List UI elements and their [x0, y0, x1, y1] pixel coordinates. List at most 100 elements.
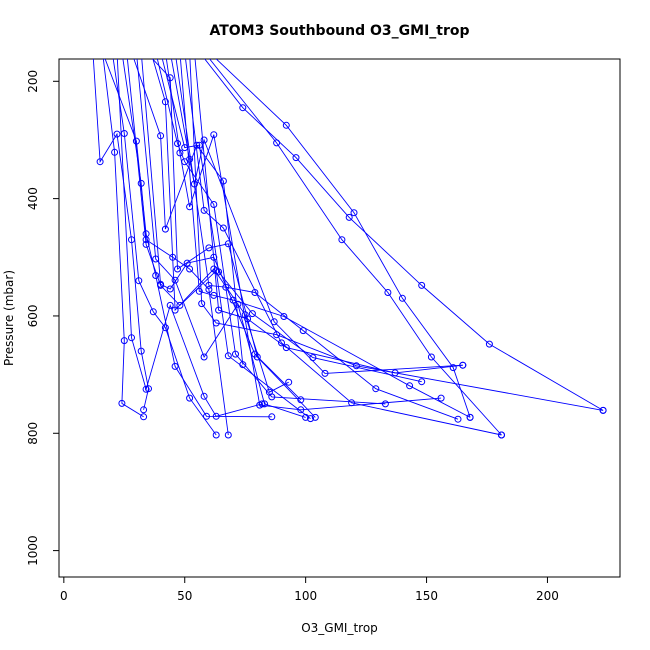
- x-tick-label: 150: [415, 589, 438, 603]
- series-12: [156, 59, 389, 408]
- data-point: [418, 378, 426, 386]
- series-21: [204, 59, 607, 414]
- data-point: [186, 155, 194, 163]
- data-point: [171, 276, 179, 284]
- series-4: [116, 59, 266, 420]
- data-point: [229, 296, 237, 304]
- series-line: [136, 59, 306, 418]
- data-point: [384, 289, 392, 296]
- series-line: [156, 59, 386, 405]
- data-point: [485, 340, 493, 348]
- data-point: [244, 315, 252, 323]
- series-layer: [92, 59, 607, 439]
- series-22: [209, 59, 505, 439]
- series-line: [215, 59, 471, 418]
- y-axis-label: Pressure (mbar): [2, 270, 16, 366]
- x-axis-label: O3_GMI_trop: [301, 621, 378, 635]
- series-line: [141, 59, 302, 401]
- data-point: [398, 294, 406, 302]
- data-point: [278, 339, 285, 347]
- data-point: [161, 324, 169, 332]
- data-point: [198, 300, 206, 308]
- data-point: [161, 225, 169, 233]
- series-14: [165, 59, 445, 414]
- data-point: [321, 369, 329, 377]
- data-point: [350, 209, 358, 217]
- series-line: [165, 59, 442, 411]
- data-point: [239, 361, 247, 369]
- plot-frame: [58, 58, 621, 578]
- data-point: [307, 415, 314, 423]
- series-2: [104, 59, 276, 421]
- series-line: [116, 59, 263, 417]
- series-0: [92, 59, 152, 414]
- data-point: [128, 334, 135, 342]
- data-point: [205, 244, 213, 252]
- series-line: [185, 59, 502, 436]
- data-point: [200, 392, 208, 400]
- series-line: [152, 59, 316, 418]
- data-point: [186, 394, 194, 402]
- x-tick-label: 0: [60, 589, 68, 603]
- x-axis: 0 50 100 150 200: [60, 576, 559, 603]
- series-line: [92, 59, 149, 410]
- data-point: [171, 362, 179, 370]
- data-point: [96, 158, 104, 166]
- data-point: [285, 378, 293, 386]
- data-point: [406, 382, 414, 390]
- series-line: [152, 59, 289, 393]
- data-point: [268, 393, 276, 401]
- y-tick-label: 200: [26, 70, 40, 93]
- data-point: [261, 400, 268, 408]
- series-11: [152, 59, 293, 396]
- series-line: [189, 59, 604, 411]
- data-point: [311, 413, 319, 421]
- series-8: [136, 59, 310, 421]
- chart-title: ATOM3 Southbound O3_GMI_trop: [209, 23, 469, 39]
- data-point: [120, 337, 128, 345]
- data-point: [200, 353, 208, 361]
- data-point: [118, 399, 126, 407]
- data-point: [113, 130, 121, 138]
- data-point: [273, 139, 281, 147]
- data-point: [186, 265, 194, 273]
- data-point: [203, 412, 210, 420]
- series-line: [104, 59, 272, 418]
- data-point: [338, 236, 346, 244]
- series-line: [112, 59, 217, 436]
- data-point: [215, 268, 223, 276]
- data-point: [273, 331, 281, 339]
- series-line: [209, 59, 502, 436]
- data-point: [348, 399, 356, 407]
- data-point: [219, 224, 227, 232]
- data-point: [232, 350, 239, 358]
- y-tick-label: 1000: [26, 535, 40, 566]
- data-point: [256, 401, 264, 409]
- data-point: [200, 136, 208, 144]
- data-point: [372, 385, 380, 393]
- series-15: [171, 59, 467, 377]
- series-line: [204, 59, 604, 411]
- data-point: [176, 301, 184, 309]
- data-point: [268, 413, 276, 421]
- data-point: [381, 400, 389, 408]
- data-point: [137, 347, 145, 355]
- data-point: [200, 206, 208, 214]
- data-point: [280, 313, 288, 320]
- data-point: [391, 369, 399, 377]
- data-point: [466, 413, 474, 421]
- data-point: [212, 412, 220, 420]
- data-point: [166, 285, 174, 293]
- data-point: [111, 148, 119, 156]
- data-point: [174, 140, 181, 147]
- x-tick-label: 200: [536, 589, 559, 603]
- y-tick-label: 400: [26, 187, 40, 210]
- data-point: [459, 361, 467, 369]
- data-point: [135, 277, 143, 285]
- data-point: [212, 319, 220, 327]
- data-point: [437, 394, 445, 402]
- data-point: [195, 287, 203, 295]
- series-line: [171, 59, 463, 374]
- data-point: [427, 353, 435, 361]
- data-point: [222, 283, 230, 291]
